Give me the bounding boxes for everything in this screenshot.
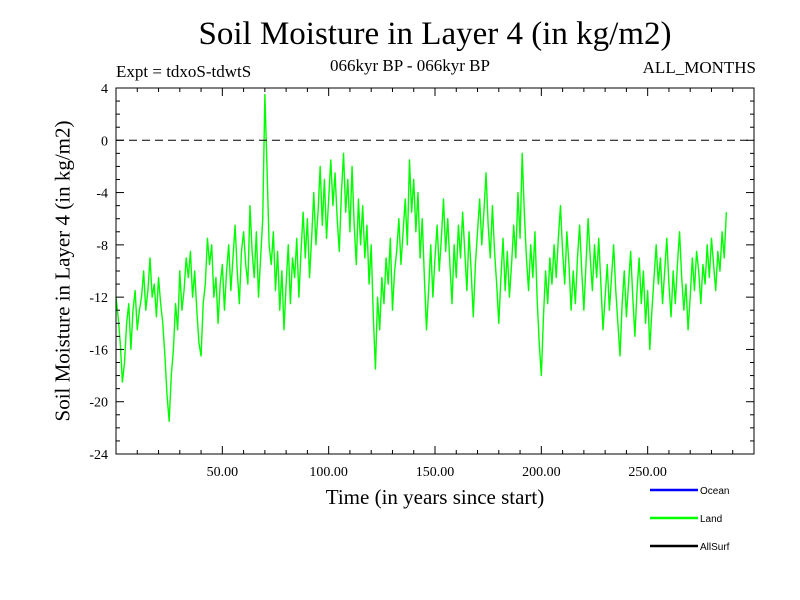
y-tick-label: -24	[89, 448, 108, 463]
y-tick-label: -4	[96, 187, 108, 202]
y-tick-label: -12	[89, 291, 108, 306]
y-tick-label: -8	[96, 239, 108, 254]
x-tick-label: 50.00	[207, 465, 239, 480]
months-label: ALL_MONTHS	[642, 58, 756, 77]
chart-title: Soil Moisture in Layer 4 (in kg/m2)	[198, 16, 672, 52]
y-tick-label: 0	[101, 134, 108, 149]
x-tick-label: 200.00	[522, 465, 561, 480]
y-tick-label: -20	[89, 396, 108, 411]
y-tick-label: 4	[101, 82, 108, 97]
legend-label-allsurf: AllSurf	[700, 542, 730, 553]
x-axis-label: Time (in years since start)	[325, 485, 545, 509]
series-line-land	[115, 93, 728, 423]
x-tick-label: 250.00	[628, 465, 667, 480]
x-tick-label: 100.00	[309, 465, 348, 480]
plot-frame	[115, 87, 755, 455]
x-tick-label: 150.00	[416, 465, 455, 480]
y-tick-label: -16	[89, 343, 108, 358]
legend-label-land: Land	[700, 514, 722, 525]
experiment-label: Expt = tdxoS-tdwtS	[116, 62, 252, 81]
legend-label-ocean: Ocean	[700, 486, 729, 497]
period-label: 066kyr BP - 066kyr BP	[330, 56, 490, 75]
